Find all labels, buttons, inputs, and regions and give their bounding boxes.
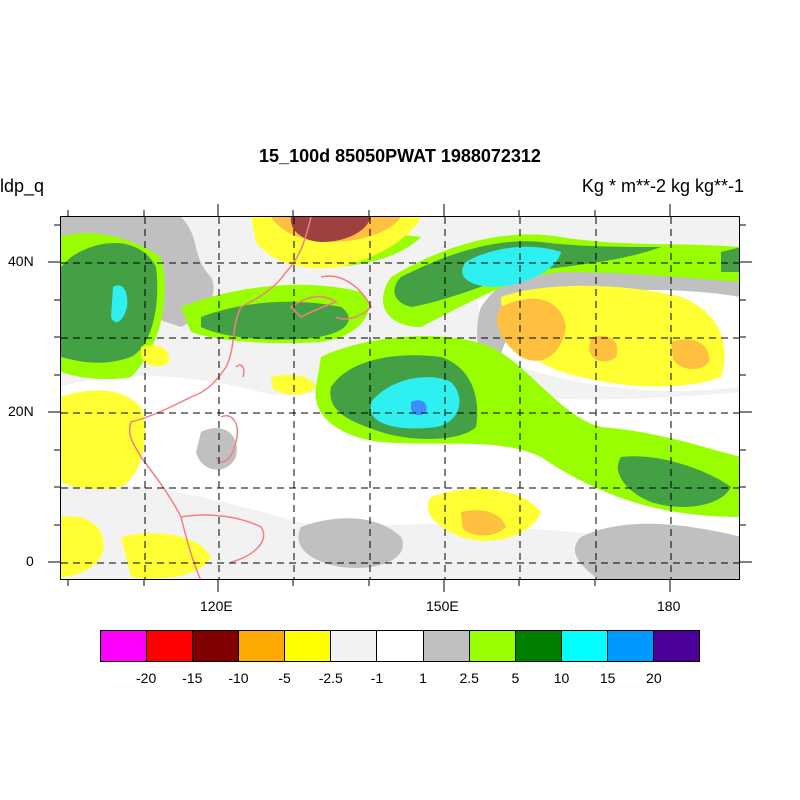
lat-label-40n: 40N (8, 253, 34, 269)
colorbar-swatch (147, 631, 194, 661)
contour-field (61, 217, 739, 579)
lat-label-0: 0 (26, 553, 34, 569)
units-label: Kg * m**-2 kg kg**-1 (581, 176, 744, 196)
map-plot-area (60, 216, 740, 580)
colorbar-tick-label: 10 (553, 670, 570, 686)
region-green-dark-edge (721, 247, 739, 272)
region-grey-se (575, 523, 739, 579)
colorbar-swatch (101, 631, 148, 661)
region-orange-ne3 (671, 339, 710, 370)
region-cyan-west (111, 285, 128, 323)
region-orange-ne1 (497, 298, 566, 361)
plot-title: 15_100d 85050PWAT 1988072312 (259, 146, 541, 166)
coastline-japan (320, 275, 372, 320)
colorbar-swatch (561, 631, 608, 661)
colorbar-tick-label: -15 (182, 670, 203, 686)
region-yellow-mid (271, 374, 316, 395)
colorbar-swatch (469, 631, 516, 661)
colorbar-tick-label: -20 (136, 670, 157, 686)
region-grey-south (298, 518, 403, 568)
region-green-dark-se (617, 456, 731, 507)
colorbar-tick-label: 5 (511, 670, 520, 686)
colorbar-swatch (285, 631, 332, 661)
region-yellow-sw (61, 516, 104, 577)
lat-label-20n: 20N (8, 403, 34, 419)
coastline-philippines (215, 415, 238, 463)
region-grey-phil (196, 428, 237, 470)
colorbar-swatch (607, 631, 654, 661)
colorbar (100, 630, 700, 662)
colorbar-tick-label: 1 (419, 670, 427, 686)
colorbar-swatch (423, 631, 470, 661)
lon-label-180: 180 (657, 598, 681, 614)
colorbar-swatch (193, 631, 240, 661)
coastline-asia (129, 217, 312, 579)
colorbar-tick-label: -10 (228, 670, 249, 686)
colorbar-tick-label: 20 (646, 670, 662, 686)
region-orange-south (461, 510, 506, 536)
coastline-borneo (180, 514, 265, 563)
gridlines (61, 217, 739, 579)
lon-label-150e: 150E (426, 598, 459, 614)
variable-label: ldp_q (0, 176, 45, 196)
colorbar-swatch (653, 631, 700, 661)
colorbar-tick-label: -2.5 (318, 670, 343, 686)
coastline-taiwan (235, 364, 245, 378)
colorbar-tick-label: 2.5 (459, 670, 479, 686)
colorbar-swatch (331, 631, 378, 661)
coastline-korea (289, 295, 338, 318)
colorbar-tick-label: -1 (370, 670, 384, 686)
colorbar-swatch (377, 631, 424, 661)
colorbar-tick-label: -5 (278, 670, 291, 686)
region-yellow-blob (141, 345, 170, 367)
region-cyan-north (462, 246, 561, 287)
region-darkred-north (290, 217, 371, 242)
lon-label-120e: 120E (200, 598, 233, 614)
colorbar-swatch (239, 631, 286, 661)
region-yellow-west (61, 390, 145, 490)
region-green-dark-north (394, 241, 661, 307)
colorbar-tick-label: 15 (599, 670, 616, 686)
colorbar-swatch (515, 631, 562, 661)
region-green-dark-west (61, 243, 158, 363)
region-blue-core (411, 400, 427, 416)
